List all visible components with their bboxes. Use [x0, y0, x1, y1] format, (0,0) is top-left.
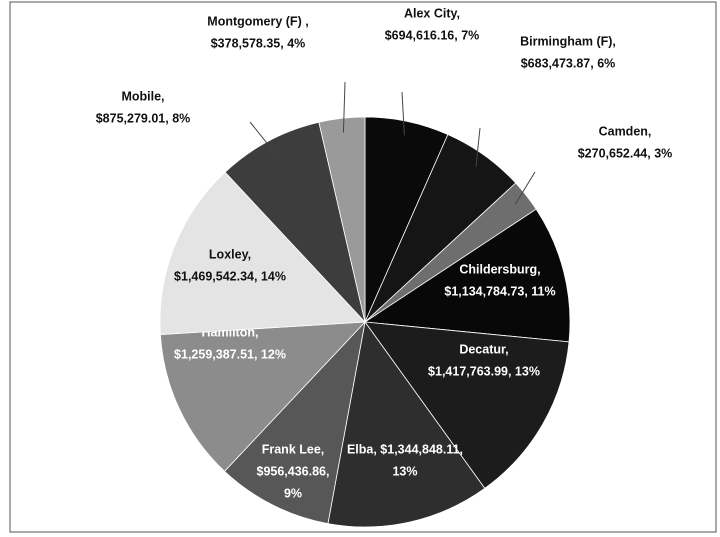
- pie-slice: [318, 116, 366, 323]
- data-label: $378,578.35, 4%: [211, 36, 306, 50]
- data-label: $1,134,784.73, 11%: [444, 284, 555, 298]
- data-label: Camden,: [599, 124, 652, 138]
- data-label: Loxley,: [209, 247, 251, 261]
- pie-slice: [159, 321, 366, 472]
- pie-slice: [327, 321, 486, 528]
- data-label: $270,652.44, 3%: [578, 146, 673, 160]
- frame: [9, 1, 717, 533]
- pie-slice: [363, 208, 571, 343]
- data-label: Montgomery (F) ,: [207, 14, 308, 28]
- data-label: $875,279.01, 8%: [96, 111, 191, 125]
- data-label: Birmingham (F),: [520, 34, 616, 48]
- pie-slice: [364, 321, 570, 489]
- data-label: Mobile,: [121, 89, 164, 103]
- data-label: Childersburg,: [459, 262, 540, 276]
- data-label: Frank Lee,: [262, 442, 325, 456]
- data-label: $1,469,542.34, 14%: [174, 269, 286, 283]
- leader-line: [514, 171, 536, 205]
- data-label: $1,259,387.51, 12%: [174, 347, 286, 361]
- leader-line: [475, 127, 481, 167]
- data-label: $683,473.87, 6%: [521, 56, 616, 70]
- leader-line: [401, 91, 405, 136]
- data-label: $694,616.16, 7%: [385, 28, 480, 42]
- leader-line: [342, 81, 346, 133]
- data-label: 13%: [392, 464, 417, 478]
- data-label: Elba, $1,344,848.11,: [347, 442, 463, 456]
- pie-slice: [223, 320, 366, 525]
- pie-slice: [159, 171, 366, 335]
- data-label: $1,417,763.99, 13%: [428, 364, 540, 378]
- data-label: Decatur,: [459, 342, 508, 356]
- data-label: Alex City,: [404, 6, 460, 20]
- leader-line: [249, 121, 276, 155]
- data-label: 9%: [284, 486, 302, 500]
- data-label: $956,436.86,: [257, 464, 330, 478]
